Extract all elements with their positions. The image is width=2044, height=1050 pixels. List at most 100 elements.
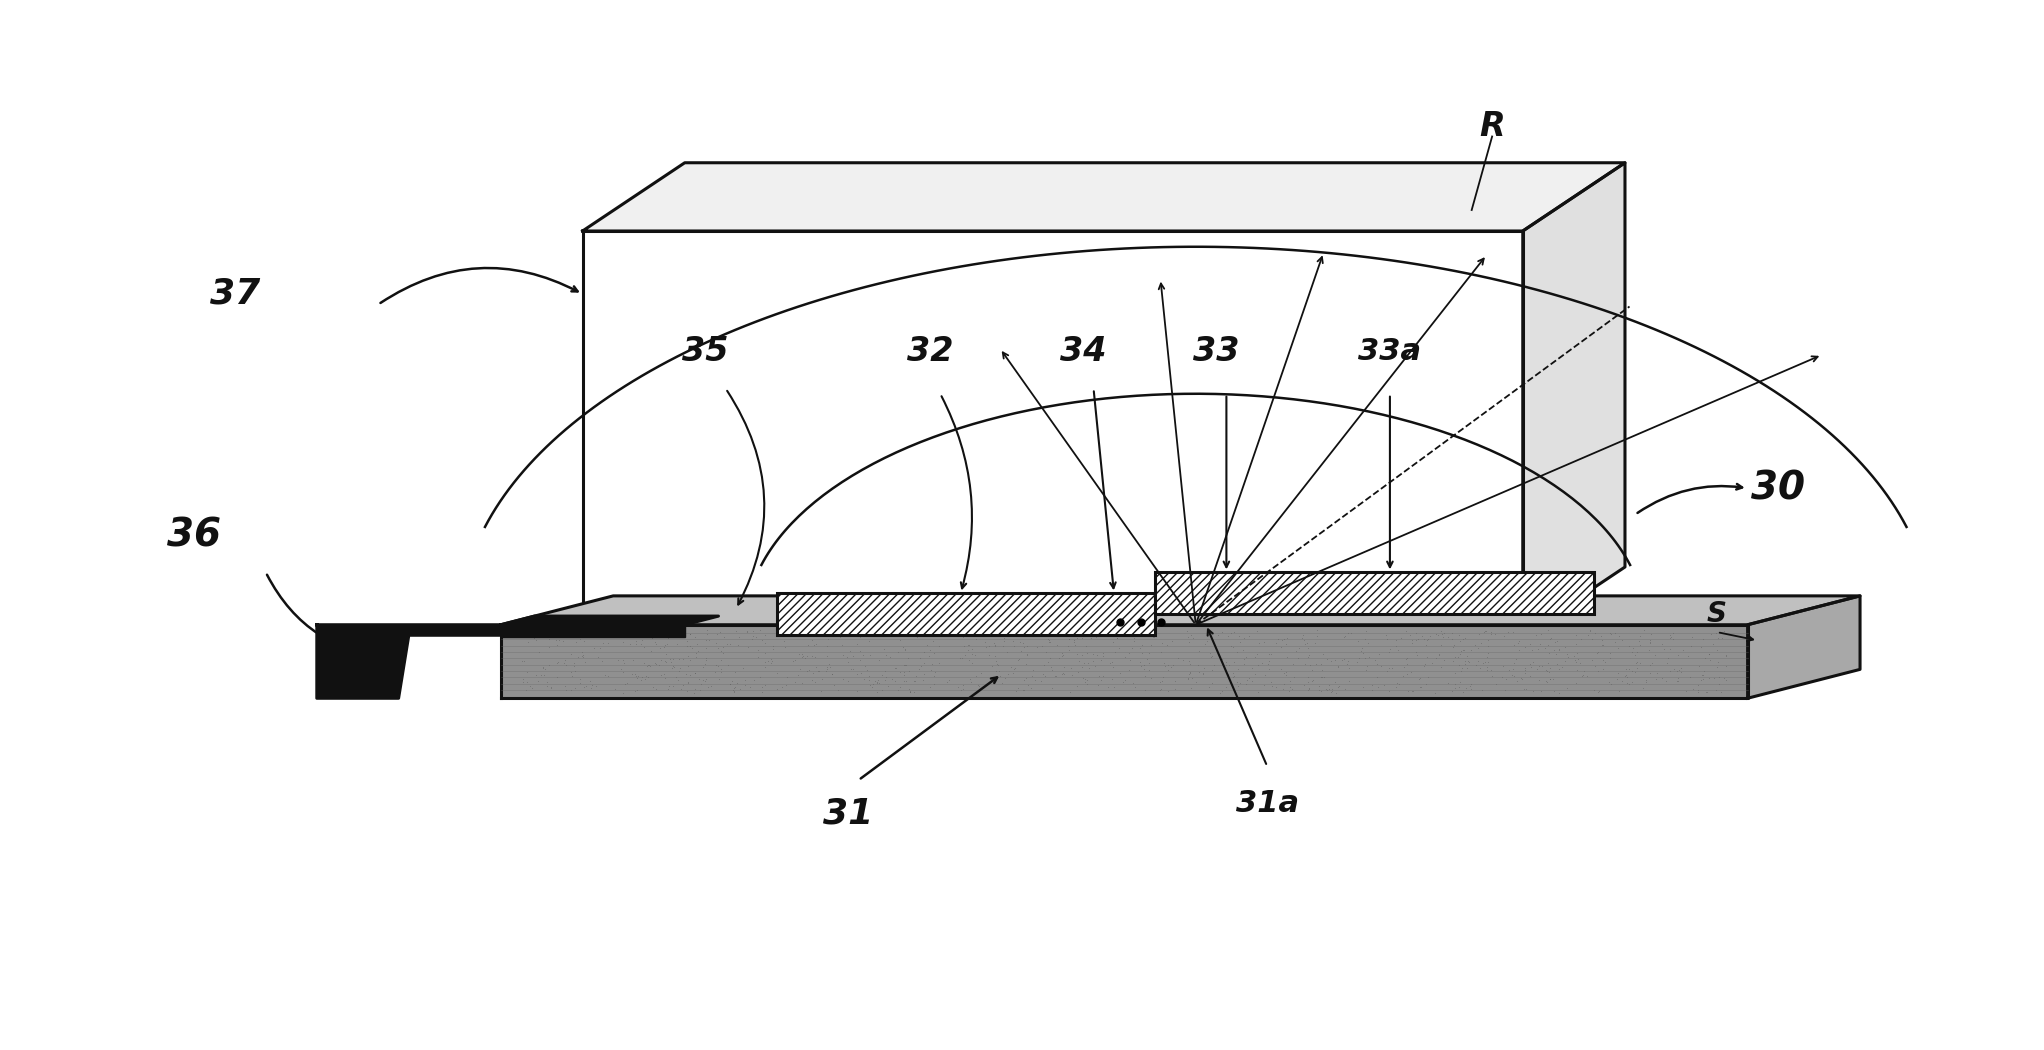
Point	[1278, 669, 1310, 686]
Point	[1633, 634, 1666, 651]
Point	[644, 652, 677, 669]
Point	[1126, 645, 1159, 662]
Point	[1310, 681, 1343, 698]
Point	[1351, 657, 1384, 674]
Point	[677, 639, 709, 656]
Point	[1347, 644, 1380, 660]
Point	[1654, 628, 1686, 645]
Point	[507, 671, 540, 688]
Point	[1085, 672, 1118, 689]
Point	[997, 637, 1030, 654]
Point	[1406, 628, 1439, 645]
Point	[1302, 682, 1335, 699]
Point	[1085, 668, 1118, 685]
Point	[1102, 629, 1134, 646]
Point	[744, 668, 777, 685]
Point	[1081, 676, 1114, 693]
Point	[1081, 646, 1114, 663]
Point	[1582, 682, 1615, 699]
Point	[1701, 642, 1733, 658]
Point	[607, 651, 640, 668]
Point	[1496, 624, 1529, 640]
Point	[531, 626, 564, 643]
Point	[605, 662, 638, 678]
Point	[1083, 668, 1116, 685]
Point	[1551, 649, 1584, 666]
Point	[662, 650, 695, 667]
Point	[1314, 684, 1347, 700]
Point	[963, 676, 995, 693]
Point	[1067, 670, 1100, 687]
Point	[1210, 657, 1243, 674]
Point	[920, 664, 953, 680]
Point	[615, 666, 648, 683]
Point	[1621, 660, 1654, 677]
Point	[1697, 635, 1729, 652]
Point	[701, 639, 734, 656]
Point	[1621, 644, 1654, 660]
Point	[748, 627, 781, 644]
Point	[1502, 642, 1535, 658]
Point	[748, 634, 781, 651]
Point	[848, 670, 881, 687]
Point	[1212, 628, 1245, 645]
Point	[869, 627, 901, 644]
Point	[1400, 625, 1433, 642]
Point	[1118, 678, 1151, 695]
Point	[1676, 680, 1709, 697]
Point	[1594, 645, 1627, 662]
Point	[861, 673, 893, 690]
Point	[1196, 648, 1228, 665]
Point	[1410, 675, 1443, 692]
Point	[724, 629, 756, 646]
Point	[916, 655, 948, 672]
Point	[1016, 668, 1049, 685]
Point	[1560, 645, 1592, 662]
Point	[1690, 684, 1723, 700]
Point	[1598, 625, 1631, 642]
Point	[1143, 673, 1175, 690]
Point	[1228, 651, 1261, 668]
Point	[1600, 665, 1633, 681]
Point	[1574, 622, 1607, 638]
Point	[1183, 643, 1216, 659]
Point	[1214, 674, 1247, 691]
Point	[689, 673, 722, 690]
Point	[1437, 636, 1470, 653]
Point	[1500, 651, 1533, 668]
Point	[1402, 630, 1435, 647]
Point	[1611, 669, 1643, 686]
Point	[1617, 639, 1650, 656]
Point	[1188, 659, 1220, 676]
Point	[924, 622, 957, 638]
Point	[1206, 623, 1239, 639]
Point	[1210, 679, 1243, 696]
Point	[1408, 656, 1441, 673]
Point	[1496, 667, 1529, 684]
Point	[1128, 681, 1161, 698]
Point	[1079, 658, 1112, 675]
Point	[955, 640, 987, 657]
Point	[1447, 642, 1480, 658]
Point	[891, 649, 924, 666]
Point	[844, 652, 877, 669]
Point	[728, 672, 760, 689]
Point	[903, 650, 936, 667]
Point	[908, 644, 940, 660]
Point	[580, 677, 613, 694]
Point	[1288, 677, 1320, 694]
Point	[1018, 662, 1051, 678]
Point	[1361, 655, 1394, 672]
Point	[789, 650, 822, 667]
Point	[1194, 649, 1226, 666]
Point	[1386, 668, 1419, 685]
Point	[1365, 657, 1398, 674]
Point	[1186, 665, 1218, 681]
Point	[564, 623, 597, 639]
Point	[1578, 681, 1611, 698]
Point	[1071, 671, 1104, 688]
Point	[836, 648, 869, 665]
Point	[997, 660, 1030, 677]
Point	[1196, 674, 1228, 691]
Point	[1374, 644, 1406, 660]
